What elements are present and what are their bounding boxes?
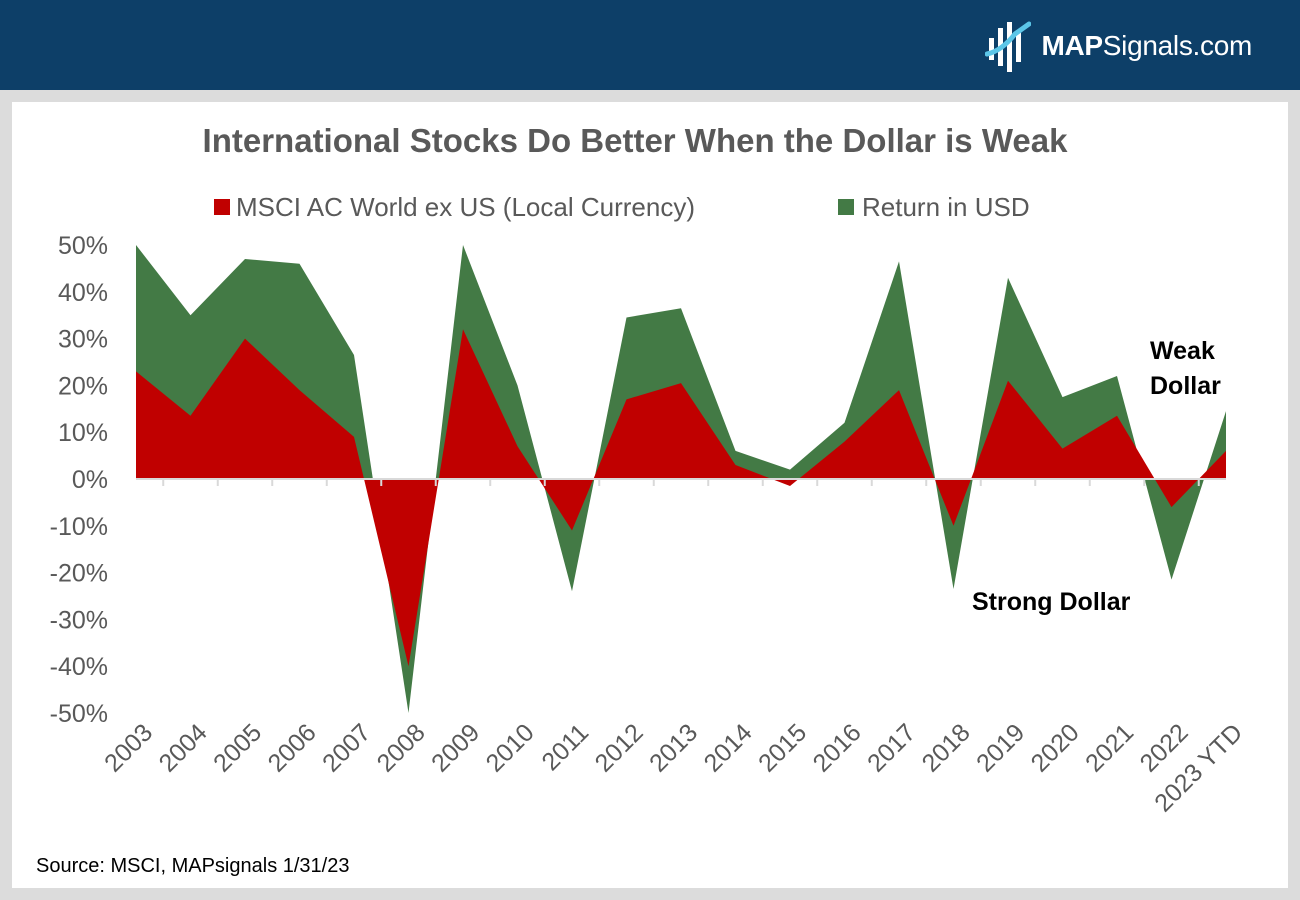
chart-title: International Stocks Do Better When the … bbox=[203, 122, 1069, 159]
mapsignals-logo-icon bbox=[985, 21, 1032, 72]
x-tick-label: 2009 bbox=[426, 718, 485, 777]
y-tick-label: -10% bbox=[50, 513, 108, 541]
y-tick-label: 10% bbox=[58, 419, 108, 447]
x-tick-label: 2012 bbox=[590, 718, 649, 777]
x-tick-label: 2017 bbox=[862, 718, 921, 777]
x-tick-label: 2013 bbox=[644, 718, 703, 777]
y-tick-label: 20% bbox=[58, 372, 108, 400]
annotation-weak-line1: Weak bbox=[1150, 337, 1215, 365]
chart: International Stocks Do Better When the … bbox=[36, 122, 1248, 877]
y-tick-label: 0% bbox=[72, 466, 108, 494]
brand-name-rest: Signals.com bbox=[1102, 30, 1253, 61]
legend-label-local: MSCI AC World ex US (Local Currency) bbox=[236, 192, 695, 222]
y-axis: 50% 40% 30% 20% 10% 0% -10% -20% -30% -40% -50% bbox=[50, 232, 108, 728]
header-bar: MAPSignals.com bbox=[0, 0, 1300, 90]
x-tick-label: 2007 bbox=[317, 718, 376, 777]
annotation-strong-dollar: Strong Dollar bbox=[972, 588, 1131, 616]
x-tick-label: 2008 bbox=[372, 718, 431, 777]
legend-swatch-usd bbox=[838, 199, 854, 215]
x-axis: 2003200420052006200720082009201020112012… bbox=[99, 478, 1248, 818]
y-tick-label: 40% bbox=[58, 279, 108, 307]
x-tick-label: 2010 bbox=[481, 718, 540, 777]
x-tick-label: 2020 bbox=[1026, 718, 1085, 777]
source-note: Source: MSCI, MAPsignals 1/31/23 bbox=[36, 855, 349, 877]
brand: MAPSignals.com bbox=[985, 18, 1252, 74]
series-area-local-currency bbox=[136, 329, 1226, 667]
x-tick-label: 2016 bbox=[808, 718, 867, 777]
brand-name: MAPSignals.com bbox=[1041, 30, 1252, 62]
x-tick-label: 2011 bbox=[536, 718, 594, 776]
x-tick-label: 2004 bbox=[154, 718, 213, 777]
y-tick-label: -30% bbox=[50, 606, 108, 634]
annotation-weak-dollar: Weak Dollar bbox=[1150, 337, 1221, 400]
y-tick-label: -20% bbox=[50, 560, 108, 588]
legend-swatch-local bbox=[214, 199, 230, 215]
x-tick-label: 2014 bbox=[699, 718, 758, 777]
x-tick-label: 2019 bbox=[971, 718, 1030, 777]
brand-name-bold: MAP bbox=[1041, 30, 1103, 61]
legend: MSCI AC World ex US (Local Currency) Ret… bbox=[214, 192, 1030, 222]
chart-card: International Stocks Do Better When the … bbox=[12, 102, 1288, 888]
x-tick-label: 2018 bbox=[917, 718, 976, 777]
y-tick-label: 30% bbox=[58, 326, 108, 354]
y-tick-label: 50% bbox=[58, 232, 108, 260]
x-tick-label: 2006 bbox=[263, 718, 322, 777]
x-tick-label: 2005 bbox=[208, 718, 267, 777]
y-tick-label: -50% bbox=[50, 700, 108, 728]
x-tick-label: 2021 bbox=[1080, 718, 1139, 777]
y-tick-label: -40% bbox=[50, 653, 108, 681]
x-tick-label: 2015 bbox=[753, 718, 812, 777]
legend-label-usd: Return in USD bbox=[862, 192, 1030, 222]
annotation-weak-line2: Dollar bbox=[1150, 372, 1221, 400]
